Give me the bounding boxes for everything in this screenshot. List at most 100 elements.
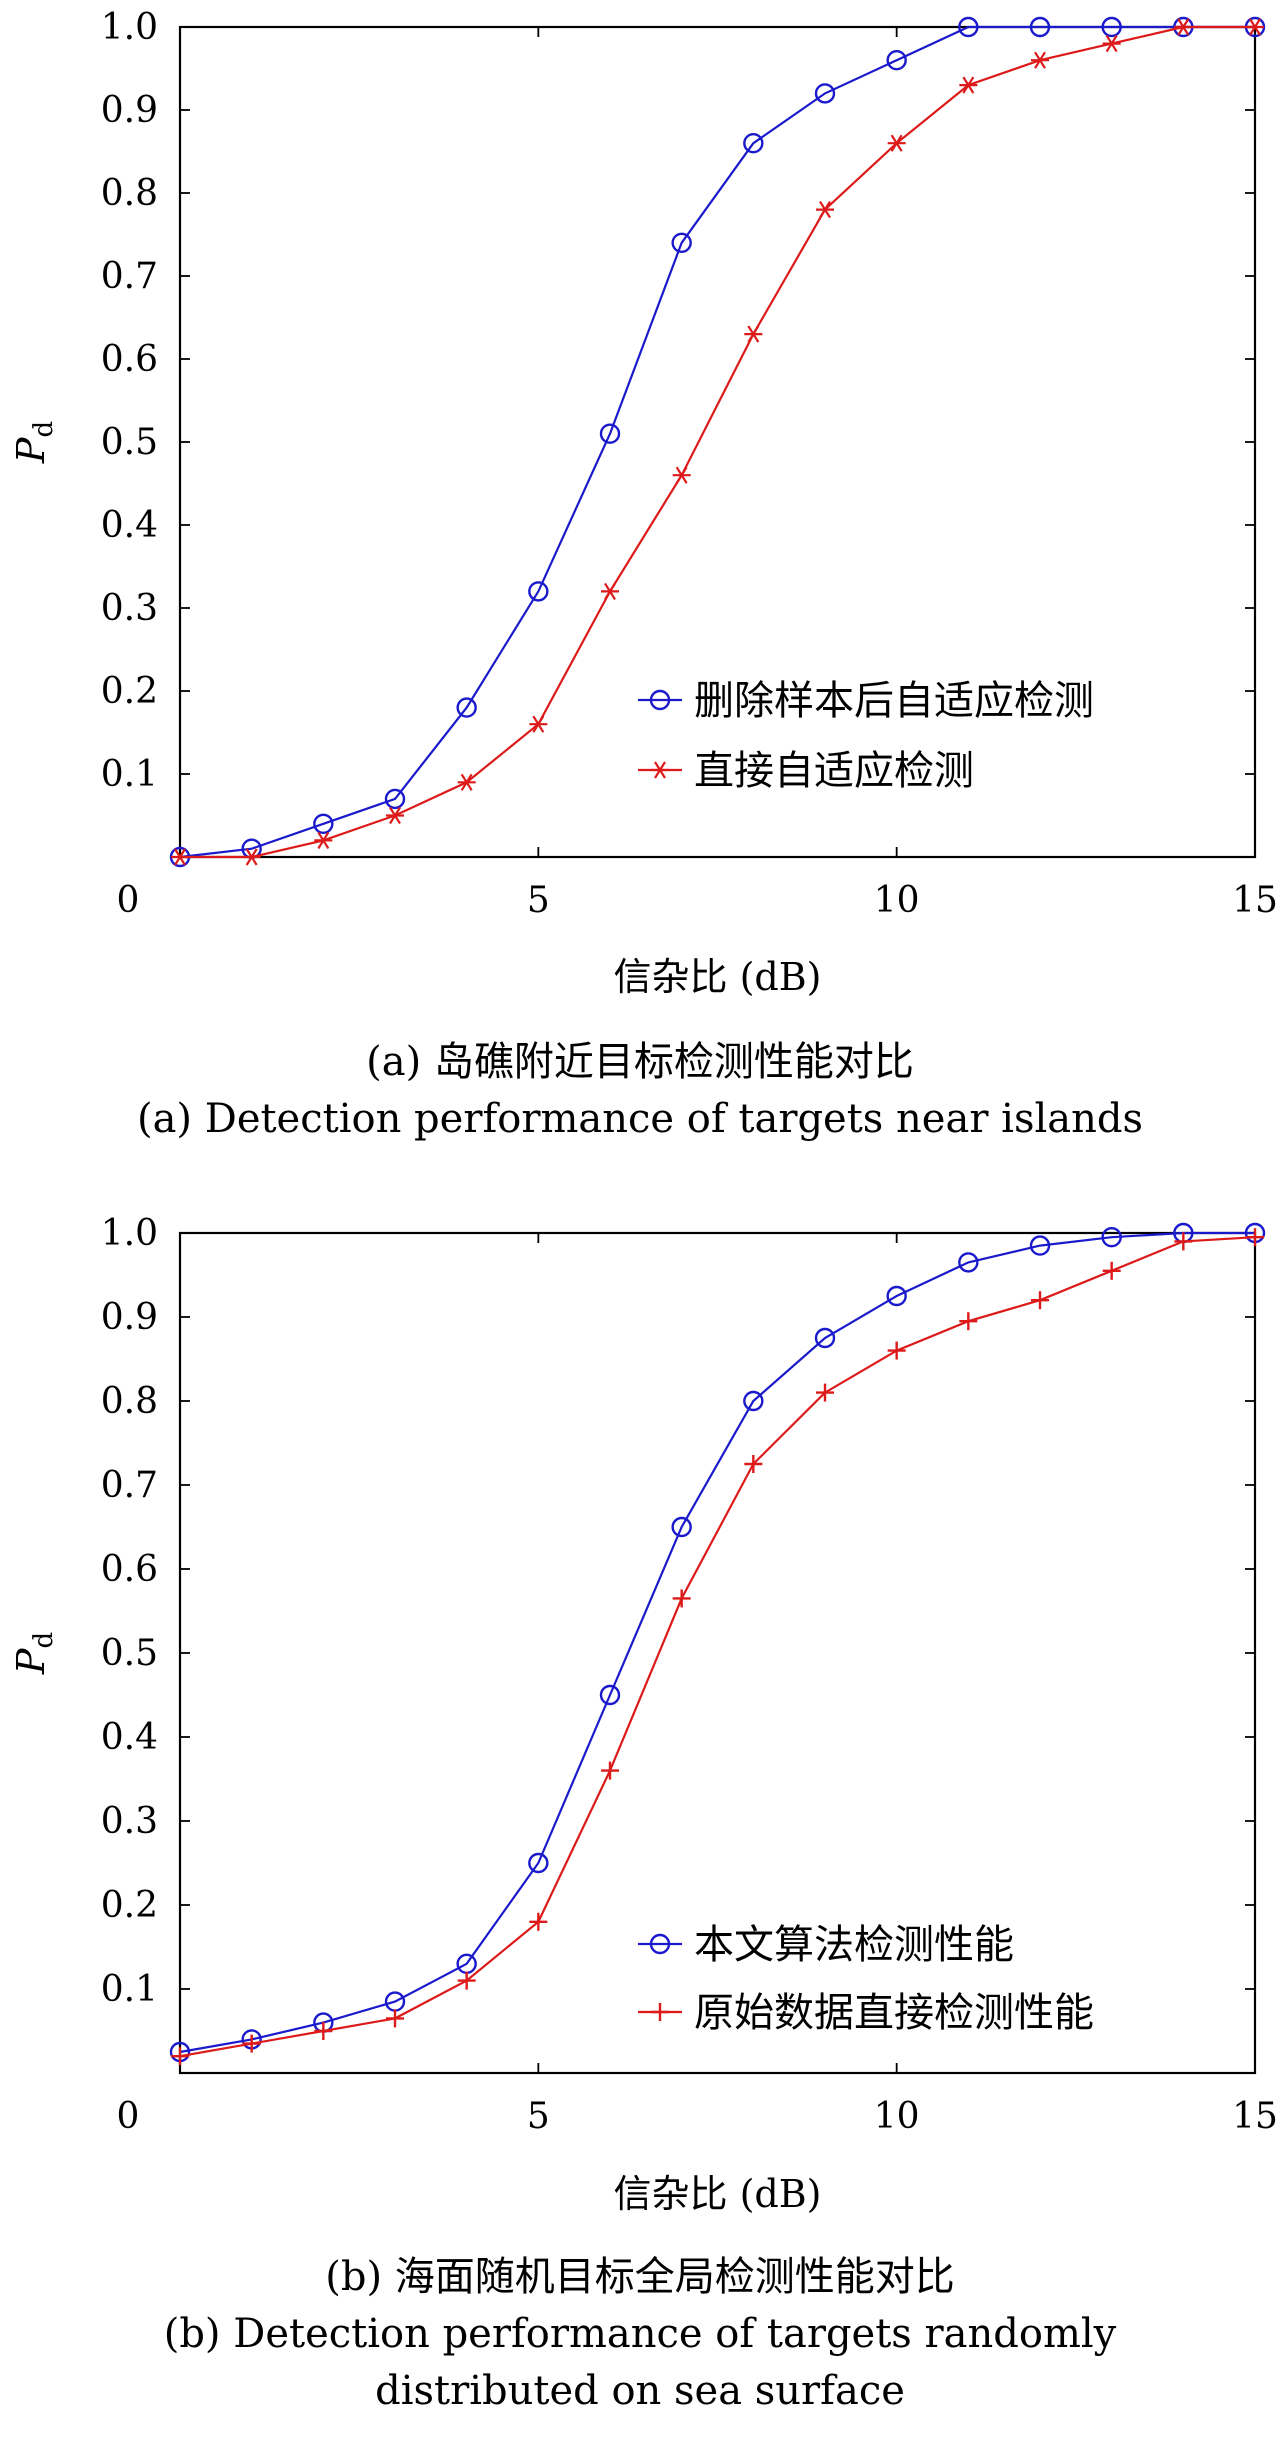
series-line	[179, 25, 1255, 859]
x-tick-label: 10	[874, 880, 920, 921]
data-point	[886, 50, 907, 71]
x-tick-label: 0	[117, 880, 140, 921]
legend-entry-0: 删除样本后自适应检测	[638, 678, 1094, 724]
data-point	[171, 848, 189, 866]
data-point	[386, 806, 404, 825]
y-axis-label-sub: d	[29, 1632, 59, 1649]
data-point	[671, 1516, 692, 1538]
legend-marker	[651, 2003, 669, 2021]
x-tick-label: 15	[1232, 2096, 1278, 2137]
y-tick-label: 0.7	[101, 1465, 158, 1506]
data-point	[816, 1383, 834, 1402]
x-tick-label: 10	[874, 2096, 920, 2137]
data-point	[1246, 18, 1264, 36]
y-tick-label: 0.9	[101, 90, 158, 131]
data-point	[743, 1390, 764, 1412]
legend-marker	[651, 761, 669, 779]
legend-label: 删除样本后自适应检测	[694, 678, 1094, 724]
legend-label: 直接自适应检测	[694, 748, 974, 794]
data-point	[814, 83, 836, 104]
x-tick-label: 5	[527, 880, 550, 921]
legend-entry-0: 本文算法检测性能	[638, 1922, 1014, 1968]
data-point	[599, 423, 621, 444]
x-axis-label: 信杂比 (dB)	[614, 2172, 822, 2216]
data-point	[314, 2022, 333, 2040]
data-point	[958, 16, 979, 38]
figure-caption-caption-en_1: (b) Detection performance of targets ran…	[164, 2311, 1117, 2357]
y-tick-label: 1.0	[101, 7, 158, 48]
data-point	[242, 848, 261, 866]
y-axis-label: Pd	[9, 421, 59, 464]
y-tick-label: 0.8	[101, 1381, 158, 1422]
data-point	[601, 582, 619, 600]
data-point	[384, 788, 406, 810]
legend-marker	[649, 689, 671, 711]
figure-caption-caption-cn: (a) 岛礁附近目标检测性能对比	[366, 1039, 914, 1085]
series-1	[171, 18, 1264, 866]
data-point	[599, 1684, 621, 1706]
figure-caption-caption-en_2: distributed on sea surface	[375, 2368, 905, 2414]
series-1	[171, 1228, 1264, 2066]
data-point	[672, 466, 691, 484]
data-point	[528, 1852, 549, 1874]
data-point	[171, 2047, 189, 2066]
figure-caption-caption-en: (a) Detection performance of targets nea…	[137, 1096, 1143, 1142]
data-point	[242, 2034, 261, 2053]
y-tick-label: 0.2	[101, 671, 158, 712]
y-tick-label: 0.6	[101, 1549, 158, 1590]
data-point	[887, 1341, 906, 1360]
legend-label: 本文算法检测性能	[694, 1922, 1014, 1968]
data-point	[1174, 18, 1193, 36]
figure-caption-caption-cn: (b) 海面随机目标全局检测性能对比	[325, 2254, 955, 2300]
data-point	[959, 1312, 978, 1331]
data-point	[1101, 1226, 1122, 1248]
data-point	[386, 2009, 404, 2028]
y-axis-label-sub: d	[29, 421, 59, 438]
y-tick-label: 0.3	[101, 588, 158, 629]
data-point	[672, 1589, 691, 1608]
legend-entry-1: 原始数据直接检测性能	[638, 1990, 1094, 2036]
data-point	[457, 773, 476, 791]
data-point	[744, 325, 763, 343]
y-tick-label: 0.2	[101, 1885, 158, 1926]
y-axis-label-main: P	[9, 1647, 53, 1675]
y-tick-label: 0.7	[101, 256, 158, 297]
data-point	[814, 1327, 836, 1349]
series-line	[179, 1236, 1256, 2058]
data-point	[744, 1455, 763, 1473]
data-point	[601, 1761, 619, 1780]
y-axis-label-main: P	[9, 436, 53, 464]
legend-marker	[649, 1933, 671, 1955]
legend-label: 原始数据直接检测性能	[694, 1990, 1094, 2036]
y-tick-label: 0.5	[101, 422, 158, 463]
y-tick-label: 0.4	[101, 1717, 158, 1758]
y-tick-label: 0.4	[101, 505, 158, 546]
data-point	[457, 1971, 476, 1990]
data-point	[1102, 1261, 1121, 1280]
data-point	[1174, 1232, 1193, 1251]
data-point	[886, 1285, 907, 1307]
data-point	[958, 1252, 979, 1273]
data-point	[528, 581, 549, 602]
x-tick-label: 15	[1232, 880, 1278, 921]
legend-entry-1: 直接自适应检测	[638, 748, 974, 794]
data-point	[314, 831, 333, 849]
series-0	[169, 16, 1266, 868]
y-tick-label: 0.1	[101, 754, 158, 795]
data-point	[1031, 1291, 1049, 1310]
data-point	[1029, 16, 1051, 38]
y-tick-label: 0.8	[101, 173, 158, 214]
data-point	[671, 232, 692, 254]
y-tick-label: 1.0	[101, 1213, 158, 1254]
data-point	[959, 76, 978, 94]
y-tick-label: 0.3	[101, 1801, 158, 1842]
chart-a: 0.1 0.2 0.3 0.4 0.5 0.6 0.7 0.8 0.9 1.0 0 5 10 15 信杂比 …	[9, 7, 1278, 999]
x-tick-label: 0	[117, 2096, 140, 2137]
data-point	[529, 1912, 548, 1931]
y-tick-label: 0.1	[101, 1969, 158, 2010]
data-point	[313, 813, 334, 834]
data-point	[743, 132, 764, 154]
y-tick-label: 0.9	[101, 1297, 158, 1338]
data-point	[1246, 1228, 1264, 1247]
